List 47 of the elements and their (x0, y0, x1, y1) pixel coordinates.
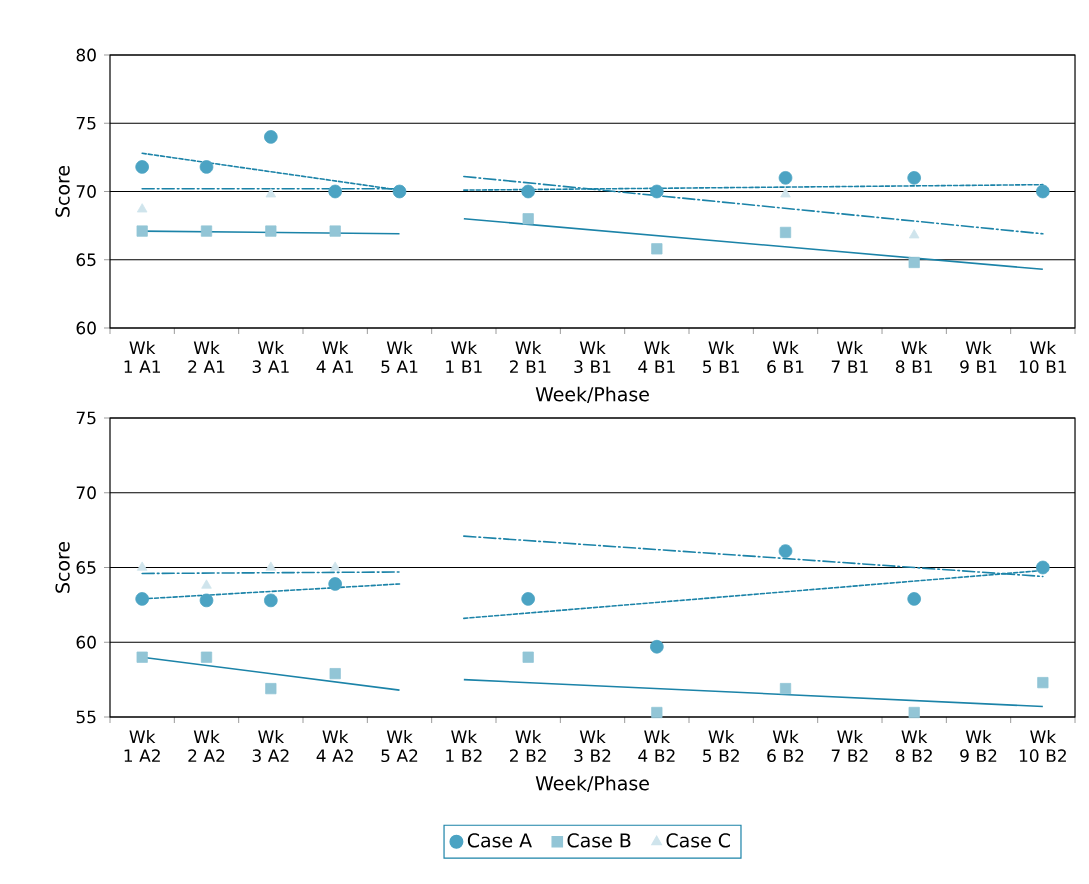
x-tick-label: Wk 10 B1 (1019, 341, 1067, 374)
x-tick-label: Wk 7 B2 (831, 730, 868, 762)
x-axis-title: Week/Phase (535, 386, 649, 403)
x-tick-label: Wk 6 B1 (767, 341, 804, 374)
x-tick-label: Wk 9 B2 (960, 730, 997, 763)
x-tick-label: Wk 2 A2 (188, 730, 225, 762)
y-tick-label: 70 (76, 185, 96, 198)
y-tick-label: 60 (76, 635, 96, 649)
x-tick-label: Wk 7 B1 (831, 341, 868, 373)
x-tick-label: Wk 4 A1 (316, 341, 353, 373)
x-tick-label: Wk 2 B1 (510, 341, 547, 373)
y-tick-label: 60 (76, 321, 96, 335)
x-tick-label: Wk 1 A1 (124, 341, 160, 373)
x-tick-label: Wk 8 B2 (895, 730, 932, 763)
x-tick-label: Wk 10 B2 (1019, 730, 1066, 763)
y-axis-title: Score (55, 165, 70, 217)
y-tick-label: 80 (76, 48, 96, 62)
legend-label: Case C (666, 833, 730, 848)
x-tick-label: Wk 1 B1 (446, 341, 482, 373)
x-axis-title: Week/Phase (535, 775, 649, 792)
y-tick-label: 75 (76, 116, 96, 130)
x-tick-label: Wk 4 B2 (638, 730, 675, 762)
x-tick-label: Wk 3 A2 (252, 730, 289, 763)
y-tick-label: 65 (76, 561, 96, 574)
x-tick-label: Wk 2 A1 (188, 341, 225, 373)
x-tick-label: Wk 3 A1 (252, 341, 289, 374)
x-tick-label: Wk 5 A2 (381, 730, 418, 763)
x-tick-label: Wk 3 B2 (574, 730, 611, 763)
x-tick-label: Wk 4 B1 (638, 341, 675, 373)
x-tick-label: Wk 5 B1 (703, 341, 740, 374)
y-tick-label: 55 (76, 710, 96, 724)
x-tick-label: Wk 1 B2 (446, 730, 482, 762)
x-tick-label: Wk 4 A2 (316, 730, 353, 762)
y-axis-title: Score (55, 541, 70, 593)
y-tick-label: 75 (76, 411, 96, 425)
x-tick-label: Wk 6 B2 (767, 730, 804, 763)
x-tick-label: Wk 5 B2 (703, 730, 739, 763)
x-tick-label: Wk 8 B1 (895, 341, 933, 374)
y-tick-label: 65 (76, 253, 96, 267)
x-tick-label: Wk 3 B1 (574, 341, 611, 374)
x-tick-label: Wk 9 B1 (960, 341, 997, 374)
legend-label: Case A (467, 833, 532, 848)
x-tick-label: Wk 2 B2 (510, 730, 546, 762)
legend-label: Case B (567, 833, 631, 848)
x-tick-label: Wk 1 A2 (124, 730, 160, 762)
y-tick-label: 70 (76, 486, 96, 500)
x-tick-label: Wk 5 A1 (381, 341, 418, 374)
